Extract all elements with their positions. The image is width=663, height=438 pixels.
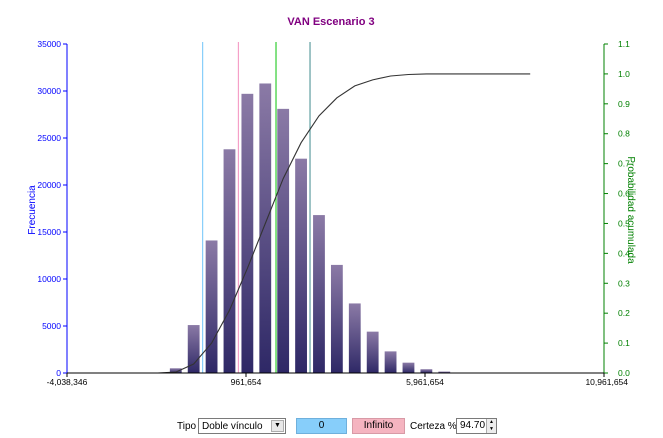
upper-bound-input[interactable]: Infinito: [352, 418, 405, 434]
tipo-label: Tipo: [177, 421, 197, 432]
cumulative-probability-line: [67, 73, 531, 374]
chevron-down-icon[interactable]: ▼: [271, 420, 284, 432]
y-tick-label: 10000: [37, 274, 61, 284]
x-tick-label: 5,961,654: [406, 377, 444, 387]
lower-bound-input[interactable]: 0: [296, 418, 347, 434]
histogram-bar: [169, 368, 182, 373]
x-tick-label: -4,038,346: [47, 377, 88, 387]
y-tick-label: 35000: [37, 39, 61, 49]
x-tick-label: 10,961,654: [585, 377, 628, 387]
y2-tick-label: 0.6: [618, 189, 630, 199]
y2-tick-label: 0.4: [618, 248, 630, 258]
histogram-bar: [295, 158, 307, 373]
histogram-bar: [223, 149, 236, 373]
x-tick-label: 961,654: [231, 377, 262, 387]
histogram-bar: [313, 215, 325, 373]
y-tick-label: 20000: [37, 180, 61, 190]
y2-tick-label: 0.5: [618, 218, 630, 228]
histogram-bar: [348, 303, 361, 373]
y-tick-label: 25000: [37, 133, 61, 143]
histogram-bar: [187, 325, 200, 373]
histogram-chart: VAN Escenario 3 0 5000 10000 15000 20000 2500…: [27, 16, 636, 387]
certeza-label: Certeza %: [410, 421, 457, 432]
certeza-value: 94.70: [460, 420, 486, 431]
histogram-bar: [420, 369, 433, 373]
certeza-input[interactable]: 94.70 ▲ ▼: [456, 418, 497, 434]
y2-tick-label: 0.1: [618, 338, 630, 348]
histogram-bar: [402, 362, 415, 373]
histogram-bar: [241, 93, 254, 373]
histogram-bar: [438, 371, 451, 373]
histogram-bar: [259, 83, 272, 373]
y2-tick-label: 1.0: [618, 69, 630, 79]
y2-tick-label: 0.7: [618, 159, 630, 169]
y-tick-label: 5000: [42, 321, 61, 331]
y2-tick-label: 0.8: [618, 129, 630, 139]
tipo-dropdown[interactable]: Doble vínculo ▼: [198, 418, 286, 434]
tipo-value: Doble vínculo: [202, 421, 263, 432]
y2-tick-label: 0.9: [618, 99, 630, 109]
histogram-bar: [330, 264, 343, 373]
y2-tick-label: 0.2: [618, 308, 630, 318]
y2-tick-label: 1.1: [618, 39, 630, 49]
y-tick-label: 15000: [37, 227, 61, 237]
y-tick-label: 0: [56, 368, 61, 378]
y-axis-label: Frecuencia: [27, 185, 38, 235]
y2-tick-label: 0.0: [618, 368, 630, 378]
spinner-arrows-icon[interactable]: ▲ ▼: [486, 419, 496, 433]
histogram-bar: [366, 331, 379, 373]
histogram-bar: [205, 240, 218, 373]
histogram-bar: [384, 351, 397, 373]
y2-tick-label: 0.3: [618, 278, 630, 288]
chart-title: VAN Escenario 3: [287, 16, 374, 28]
y-tick-label: 30000: [37, 86, 61, 96]
histogram-bar: [277, 108, 290, 374]
certainty-toolbar: Tipo Doble vínculo ▼ 0 Infinito Certeza …: [0, 417, 663, 438]
y2-axis-label: Probabilidad acumulada: [625, 156, 636, 264]
